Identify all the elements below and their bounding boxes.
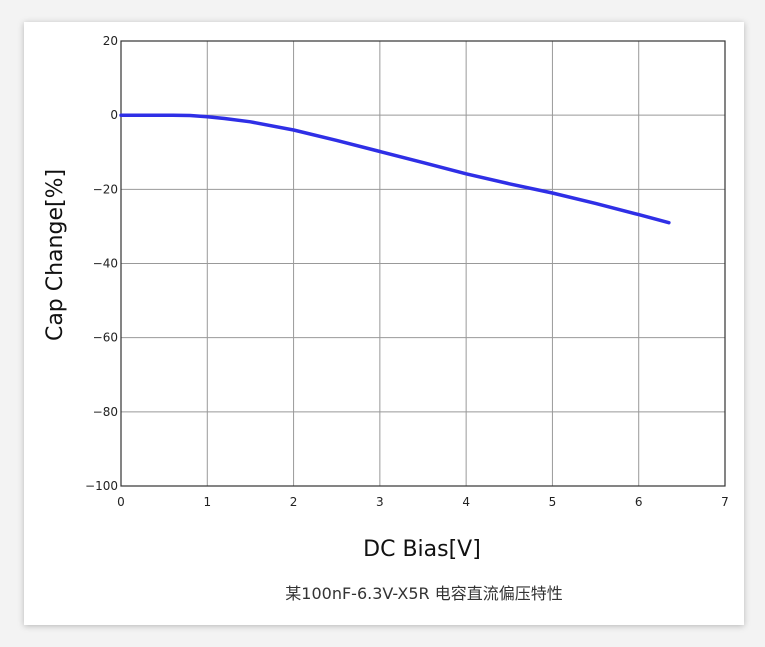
chart-caption: 某100nF-6.3V-X5R 电容直流偏压特性 [285, 584, 562, 603]
x-tick-label: 3 [376, 495, 384, 509]
y-tick-label: 20 [103, 34, 118, 48]
x-tick-label: 5 [549, 495, 557, 509]
x-tick-label: 2 [290, 495, 298, 509]
series-line [119, 113, 671, 225]
x-tick-label: 1 [203, 495, 211, 509]
x-axis-ticks: 0 1 2 3 4 5 6 7 [117, 495, 729, 509]
y-tick-label: −40 [93, 257, 118, 271]
y-axis-ticks: 20 0 −20 −40 −60 −80 −100 [85, 34, 118, 493]
y-axis-title: Cap Change[%] [43, 169, 68, 341]
y-tick-label: 0 [110, 108, 118, 122]
y-tick-label: −100 [85, 479, 118, 493]
x-tick-label: 0 [117, 495, 125, 509]
plot-frame [120, 40, 726, 487]
x-tick-label: 4 [462, 495, 470, 509]
x-tick-label: 7 [721, 495, 729, 509]
y-tick-label: −80 [93, 405, 118, 419]
y-tick-label: −60 [93, 331, 118, 345]
y-tick-label: −20 [93, 182, 118, 196]
x-axis-title: DC Bias[V] [363, 537, 481, 562]
grid [121, 41, 725, 486]
x-tick-label: 6 [635, 495, 643, 509]
